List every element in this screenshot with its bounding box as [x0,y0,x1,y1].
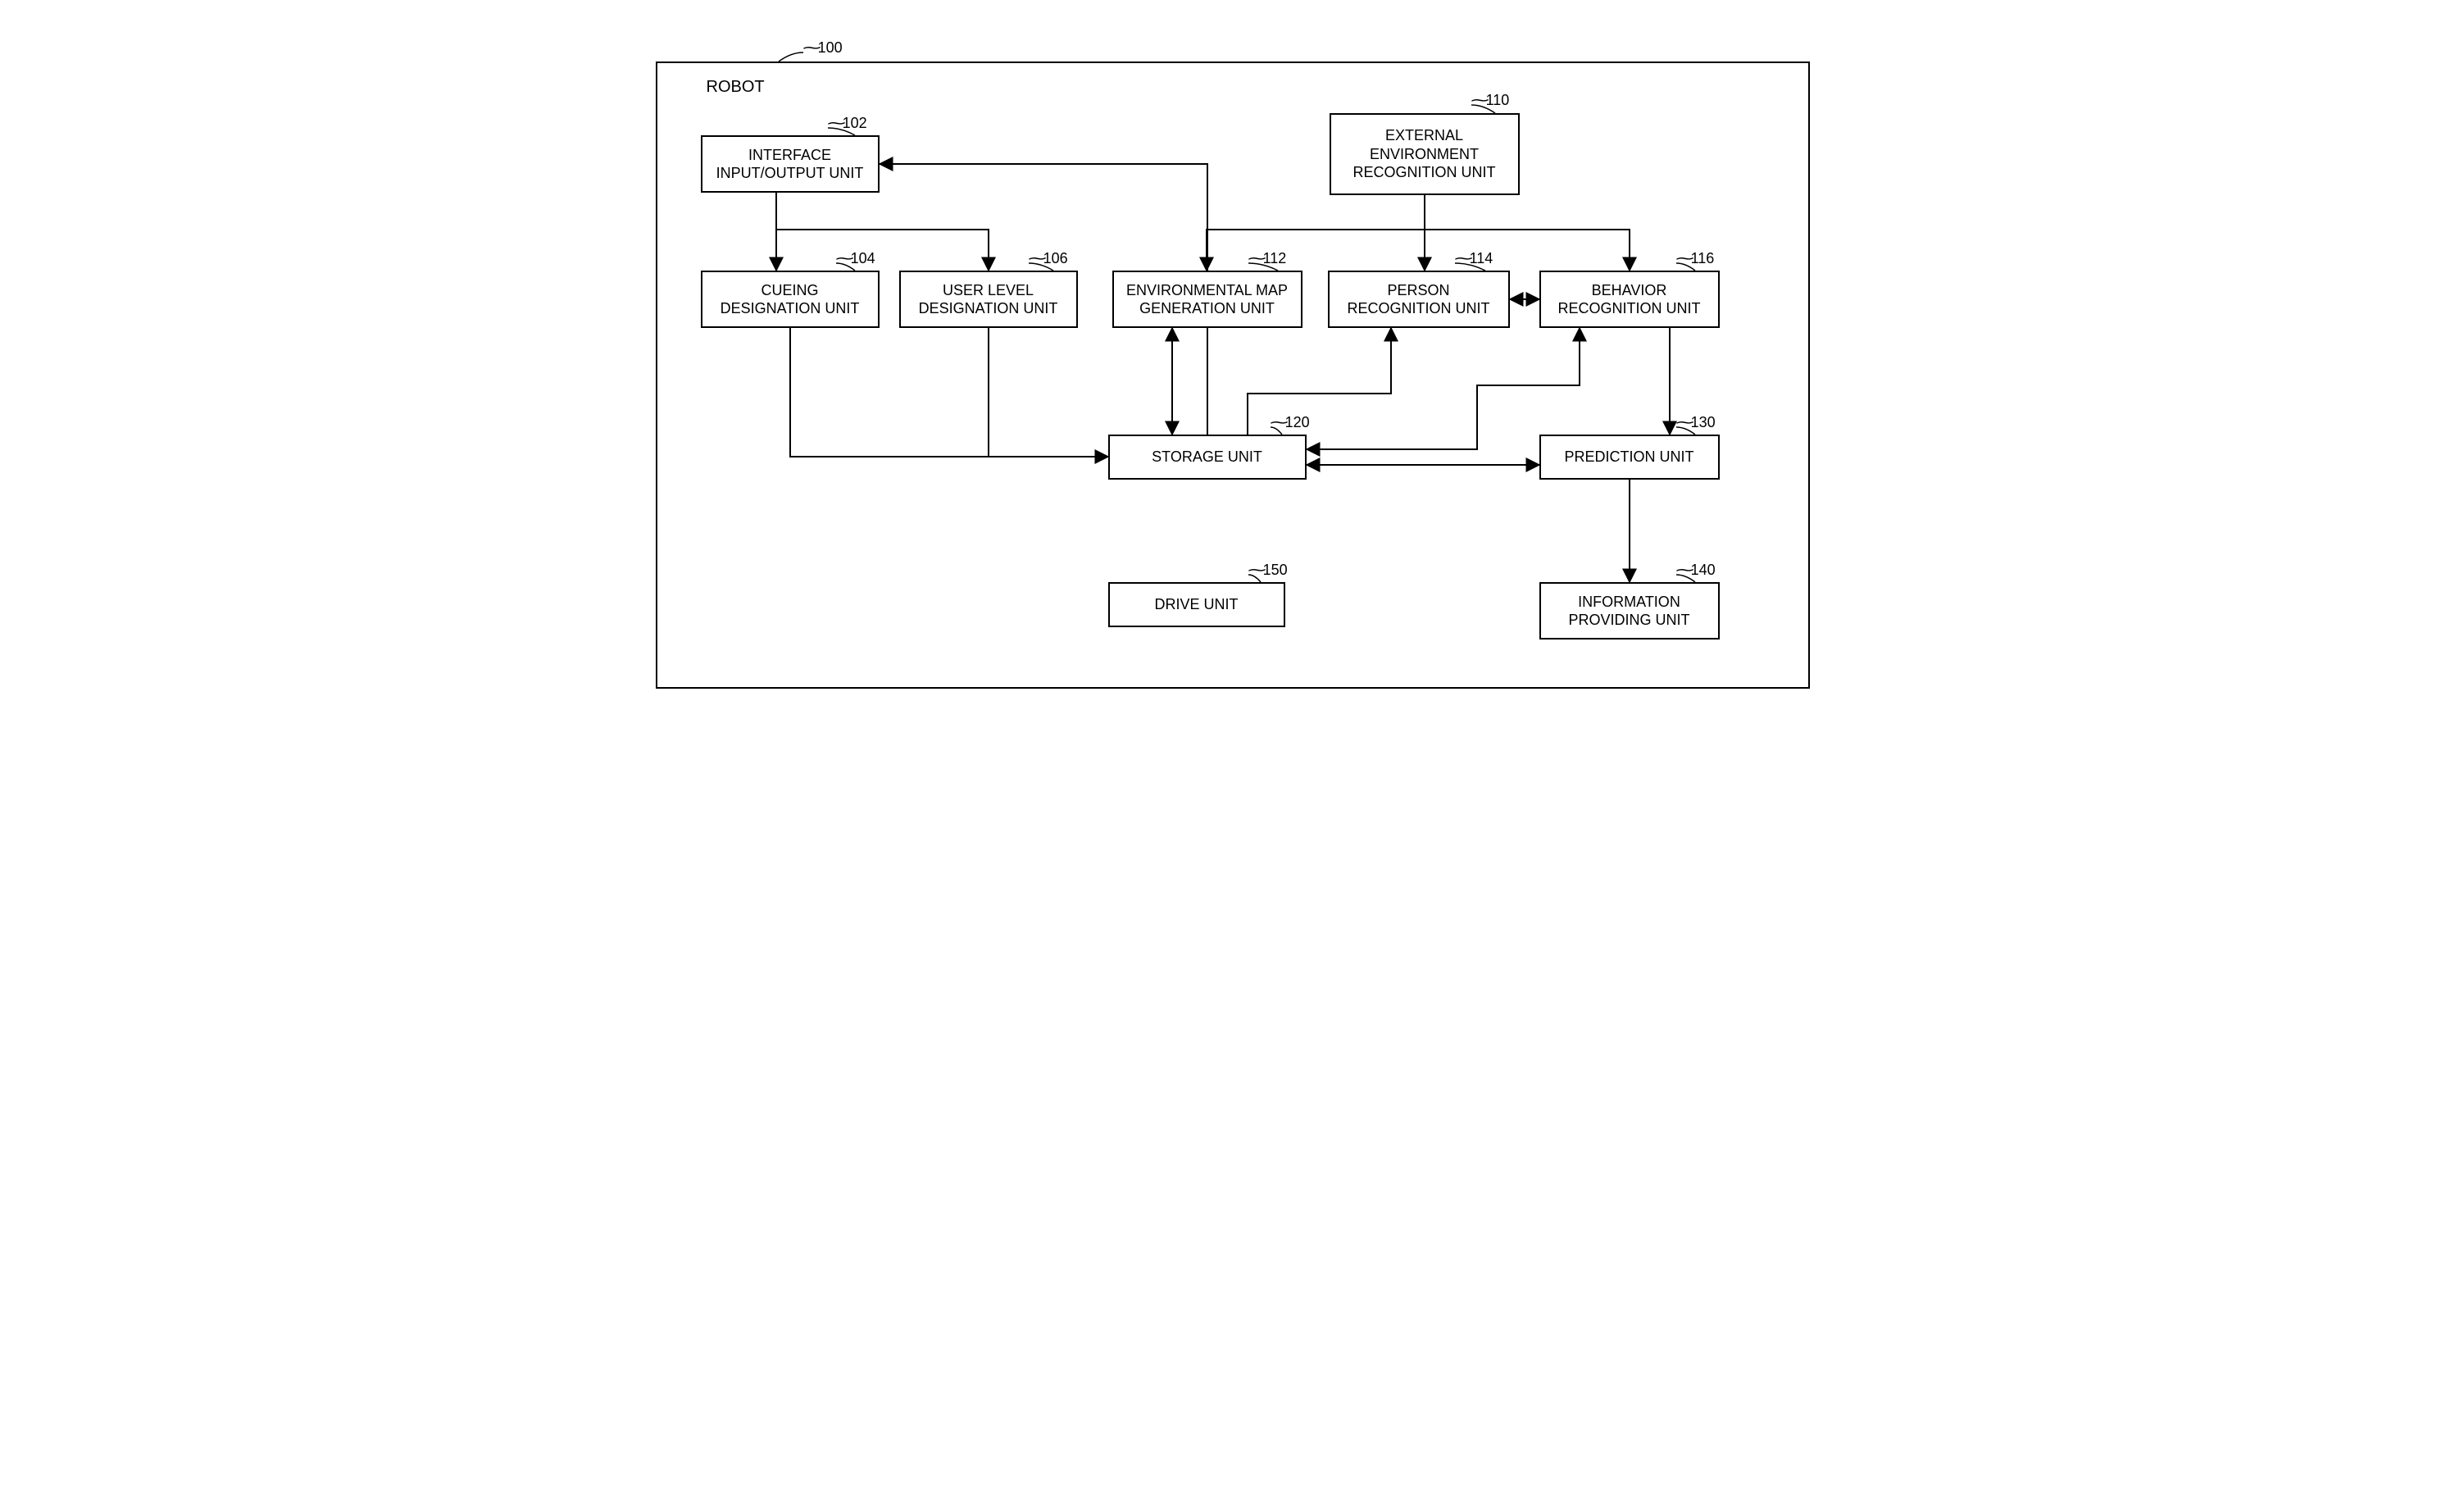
node-n114: PERSONRECOGNITION UNIT [1328,271,1510,328]
node-label-n110: EXTERNALENVIRONMENTRECOGNITION UNIT [1353,126,1496,182]
node-n106: USER LEVELDESIGNATION UNIT [899,271,1078,328]
ref-114: ∼114 [1452,250,1493,267]
node-n140: INFORMATIONPROVIDING UNIT [1539,582,1720,640]
outer-title: ROBOT [707,78,765,97]
ref-150: ∼150 [1246,562,1288,579]
node-n120: STORAGE UNIT [1108,435,1307,480]
ref-116: ∼116 [1674,250,1715,267]
node-label-n116: BEHAVIORRECOGNITION UNIT [1558,281,1701,318]
ref-100: ∼100 [801,39,843,57]
ref-120: ∼120 [1268,414,1310,431]
node-n110: EXTERNALENVIRONMENTRECOGNITION UNIT [1330,113,1520,195]
node-label-n104: CUEINGDESIGNATION UNIT [721,281,860,318]
leader-line [779,52,803,61]
node-label-n150: DRIVE UNIT [1154,595,1238,614]
node-n102: INTERFACEINPUT/OUTPUT UNIT [701,135,880,193]
ref-102: ∼102 [825,115,867,132]
ref-104: ∼104 [834,250,875,267]
node-label-n140: INFORMATIONPROVIDING UNIT [1568,593,1689,630]
ref-130: ∼130 [1674,414,1716,431]
ref-140: ∼140 [1674,562,1716,579]
node-label-n130: PREDICTION UNIT [1564,448,1693,467]
node-n116: BEHAVIORRECOGNITION UNIT [1539,271,1720,328]
ref-110: ∼110 [1469,92,1510,109]
node-n112: ENVIRONMENTAL MAPGENERATION UNIT [1112,271,1302,328]
node-label-n114: PERSONRECOGNITION UNIT [1348,281,1490,318]
node-label-n106: USER LEVELDESIGNATION UNIT [919,281,1058,318]
node-label-n120: STORAGE UNIT [1152,448,1262,467]
ref-112: ∼112 [1246,250,1287,267]
node-label-n112: ENVIRONMENTAL MAPGENERATION UNIT [1126,281,1288,318]
node-n104: CUEINGDESIGNATION UNIT [701,271,880,328]
node-label-n102: INTERFACEINPUT/OUTPUT UNIT [716,146,864,183]
ref-106: ∼106 [1026,250,1068,267]
node-n130: PREDICTION UNIT [1539,435,1720,480]
node-n150: DRIVE UNIT [1108,582,1285,627]
diagram-canvas: ROBOT ∼100 INTERFACEINPUT/OUTPUT UNIT ∼102 C… [616,0,1848,746]
